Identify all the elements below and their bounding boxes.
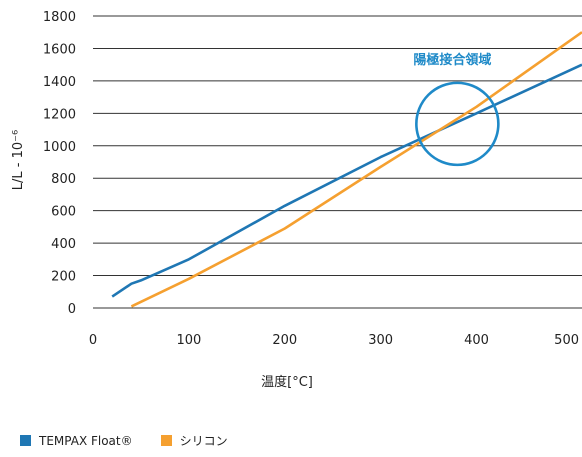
x-tick-label: 400 — [464, 333, 489, 348]
y-axis-label: L/L - 10⁻⁶ — [11, 130, 26, 190]
y-tick-label: 800 — [51, 172, 76, 187]
series-line-silicon — [130, 31, 582, 308]
y-tick-label: 400 — [51, 237, 76, 252]
grid-layer — [93, 15, 582, 309]
series-line-tempax — [111, 63, 582, 298]
y-tick-label: 1800 — [43, 10, 76, 25]
y-tick-label: 1600 — [43, 42, 76, 57]
bonding-region-circle — [415, 81, 500, 167]
bonding-region-label: 陽極接合領域 — [413, 52, 491, 68]
legend-swatch-tempax — [20, 435, 31, 446]
annotation-layer: 陽極接合領域 — [413, 52, 500, 167]
y-tick-label: 600 — [51, 205, 76, 220]
x-tick-label: 500 — [554, 333, 579, 348]
legend-item-tempax: TEMPAX Float® — [20, 434, 133, 448]
x-tick-label: 300 — [368, 333, 393, 348]
y-tick-label: 1000 — [43, 140, 76, 155]
legend-item-silicon: シリコン — [160, 432, 228, 449]
legend-label-silicon: シリコン — [179, 434, 228, 448]
legend-label-tempax: TEMPAX Float® — [39, 433, 133, 448]
tick-label-layer: 0 200 400 600 800 1000 1200 1400 1600 1800 0 100 200… — [43, 10, 579, 348]
y-tick-label: 0 — [68, 302, 76, 317]
legend: TEMPAX Float® シリコン — [20, 432, 256, 449]
x-tick-label: 0 — [89, 333, 97, 348]
y-tick-label: 200 — [51, 270, 76, 285]
series-layer — [111, 31, 582, 308]
y-tick-label: 1200 — [43, 107, 76, 122]
x-tick-label: 200 — [272, 333, 297, 348]
x-axis-label: 温度[°C] — [261, 374, 313, 390]
x-tick-label: 100 — [176, 333, 201, 348]
y-tick-label: 1400 — [43, 75, 76, 90]
legend-swatch-silicon — [160, 435, 172, 446]
